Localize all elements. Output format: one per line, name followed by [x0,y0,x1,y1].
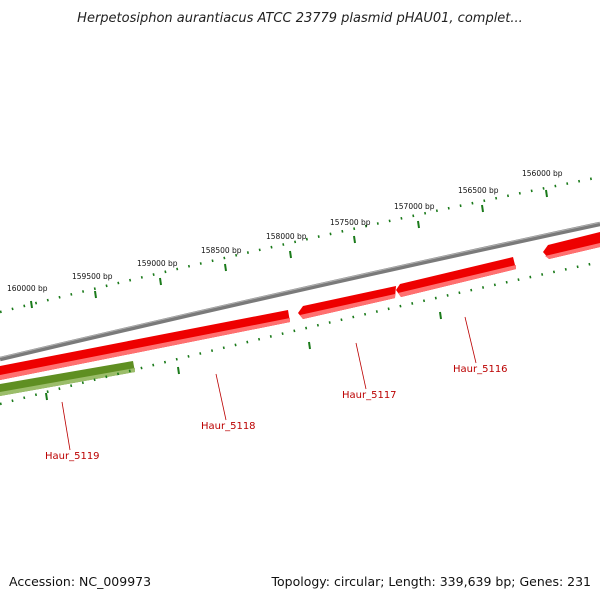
gene-label-haur-5119[interactable]: Haur_5119 [45,451,100,462]
gene-features [0,232,600,396]
gene-labels: Haur_5119 Haur_5118 Haur_5117 Haur_5116 [45,364,508,462]
gene-label-haur-5117[interactable]: Haur_5117 [342,390,397,401]
major-tick-156000 [545,189,548,198]
scale-labels: 160000 bp 159500 bp 159000 bp 158500 bp … [7,169,563,293]
scale-label: 159000 bp [137,259,178,268]
backbone-ring-highlight [0,222,600,358]
leader-line [61,401,71,451]
inner-ring-major-ticks [45,311,442,401]
scale-label: 156500 bp [458,186,499,195]
inner-major-tick [439,311,442,320]
scale-label: 158500 bp [201,246,242,255]
major-tick-156500 [481,204,484,213]
gene-label-leaders [61,316,477,451]
scale-label: 157500 bp [330,218,371,227]
gene-feature-haur-5119-shade [0,368,135,396]
inner-major-tick [177,366,180,375]
scale-label: 156000 bp [522,169,563,178]
gene-feature-partial[interactable] [543,232,600,259]
genome-summary-text: Topology: circular; Length: 339,639 bp; … [271,574,592,589]
leader-line [464,316,477,364]
scale-label: 158000 bp [266,232,307,241]
major-tick-160000 [30,300,33,309]
outer-scale-ring [0,175,600,314]
gene-feature-partial-shade [545,243,600,259]
scale-label: 157000 bp [394,202,435,211]
scale-label: 159500 bp [72,272,113,281]
major-tick-157500 [353,235,356,244]
inner-major-tick [308,341,311,350]
major-tick-157000 [417,220,420,229]
map-title: Herpetosiphon aurantiacus ATCC 23779 pla… [77,11,523,26]
inner-major-tick [45,392,48,401]
gene-feature-haur-5116-shade [398,265,516,297]
backbone-ring [0,221,600,362]
accession-text: Accession: NC_009973 [9,574,151,589]
inner-scale-ring [0,260,600,406]
gene-feature-haur-5118-shade [0,318,290,380]
major-tick-159500 [94,290,97,299]
gene-label-haur-5116[interactable]: Haur_5116 [453,364,508,375]
gene-label-haur-5118[interactable]: Haur_5118 [201,421,256,432]
scale-label: 160000 bp [7,284,48,293]
gene-feature-haur-5117-shade [300,294,395,319]
leader-line [355,342,367,390]
major-tick-159000 [159,277,162,286]
leader-line [215,373,227,421]
major-tick-158500 [224,263,227,272]
major-tick-158000 [289,250,292,259]
